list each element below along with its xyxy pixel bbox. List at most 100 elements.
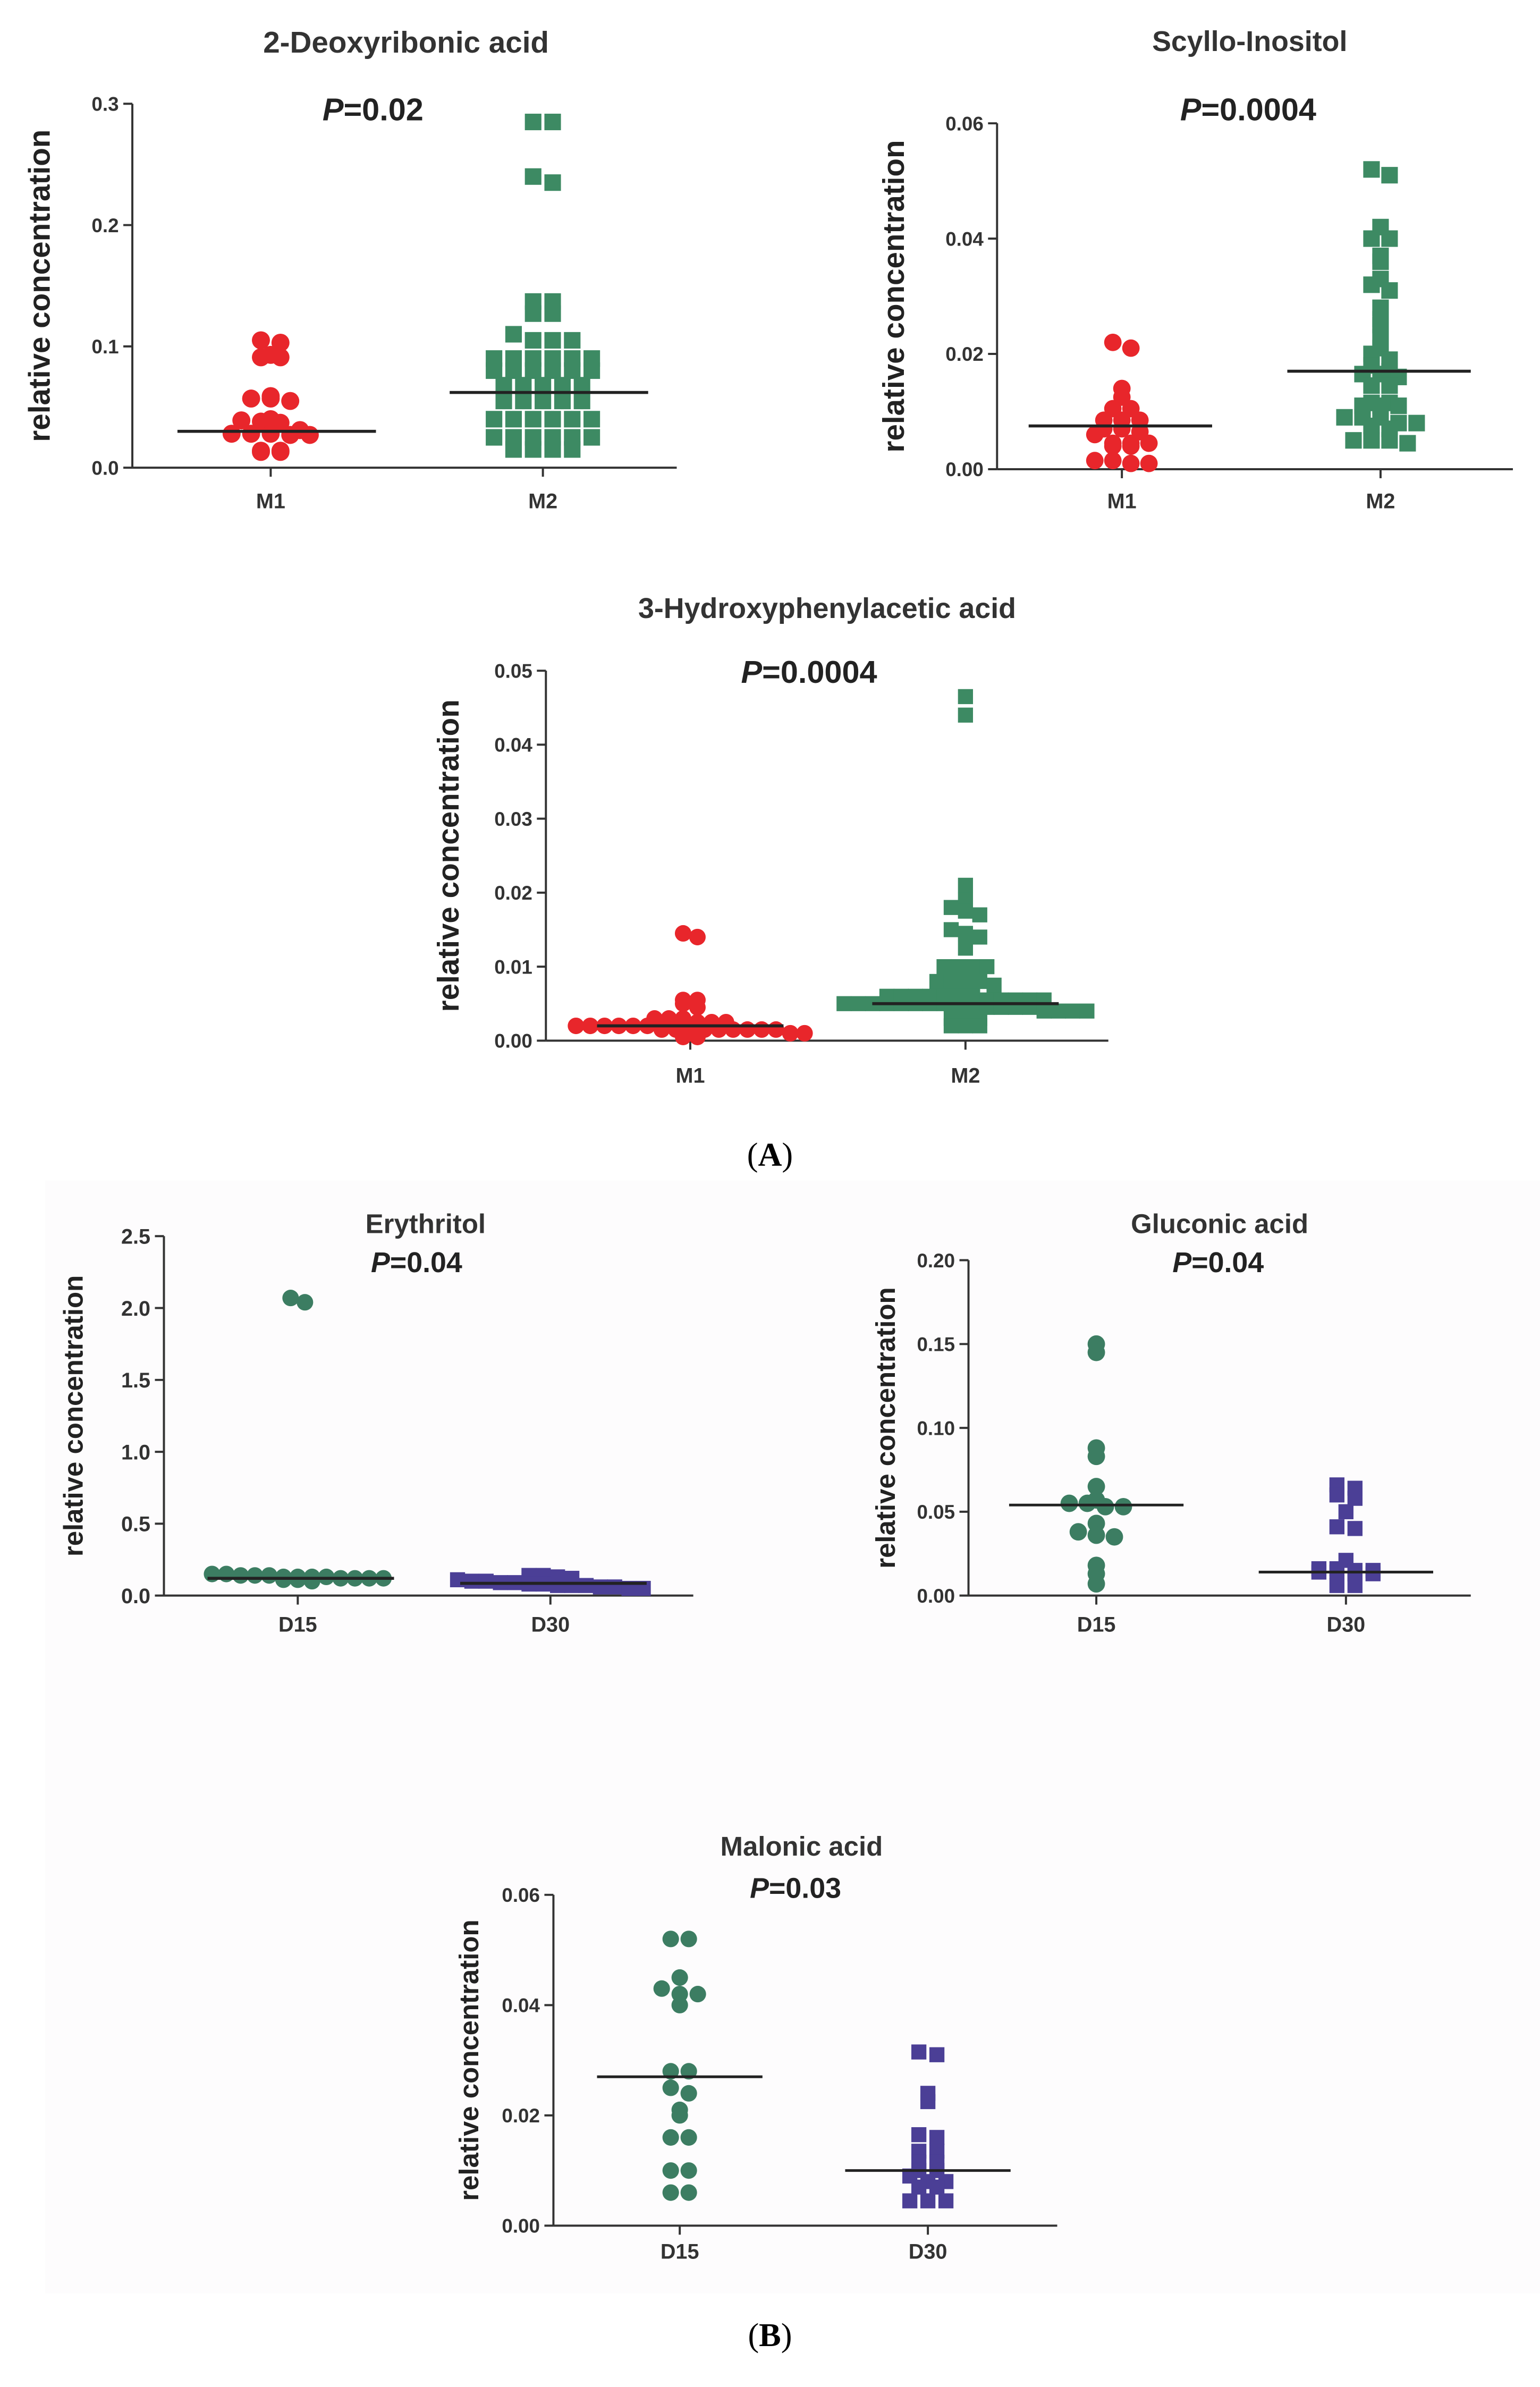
- data-point-m2: [524, 113, 541, 131]
- x-tick-label: D15: [661, 2240, 699, 2264]
- data-point-m2: [958, 941, 974, 956]
- data-point-m1: [281, 392, 300, 410]
- data-point-m2: [1336, 409, 1353, 426]
- data-point-m1: [1122, 339, 1140, 357]
- x-tick-label: M2: [1366, 490, 1395, 513]
- data-point-m2: [544, 305, 561, 322]
- chart-title: 3-Hydroxyphenylacetic acid: [638, 592, 1016, 624]
- x-tick-label: M1: [675, 1064, 705, 1088]
- y-tick-label: 0.02: [494, 882, 532, 904]
- p-value-label: P=0.02: [323, 91, 424, 127]
- data-point-m2: [958, 689, 974, 705]
- data-point-d15: [662, 2184, 679, 2201]
- x-tick-label: D30: [909, 2240, 947, 2264]
- p-value: =0.02: [343, 91, 423, 127]
- chart-erythritol: Erythritol P=0.04 relative concentration 0.…: [58, 1209, 693, 1637]
- p-value: =0.0004: [1201, 91, 1316, 127]
- p-value-label: P=0.04: [1172, 1247, 1264, 1279]
- y-tick-label: 1.0: [121, 1441, 150, 1464]
- y-tick-label: 0.5: [121, 1513, 150, 1536]
- data-point-m1: [281, 426, 300, 444]
- data-point-d30: [464, 1573, 480, 1589]
- data-point-d30: [929, 2130, 945, 2145]
- data-point-m2: [972, 1018, 987, 1034]
- data-point-m2: [836, 996, 852, 1011]
- data-point-m2: [554, 393, 571, 410]
- data-point-m1: [252, 412, 270, 431]
- data-point-d15: [232, 1567, 249, 1584]
- data-point-d30: [920, 2193, 936, 2208]
- p-symbol: P: [741, 654, 762, 690]
- data-point-m1: [1086, 426, 1104, 444]
- data-point-m2: [972, 974, 987, 989]
- data-point-m2: [1363, 377, 1380, 394]
- data-point-d30: [911, 2127, 927, 2143]
- data-point-m2: [1363, 230, 1380, 247]
- data-point-d30: [564, 1578, 580, 1593]
- data-point-d15: [662, 2162, 679, 2179]
- data-point-d15: [1114, 1497, 1132, 1516]
- x-tick-label: D30: [1327, 1613, 1366, 1637]
- data-point-d15: [1060, 1494, 1078, 1512]
- data-point-m2: [1022, 1000, 1037, 1015]
- data-point-m2: [936, 959, 952, 975]
- data-point-m1: [261, 390, 280, 408]
- data-point-d15: [680, 2063, 697, 2080]
- y-axis-label: relative concentration: [431, 699, 465, 1012]
- data-point-m2: [1363, 432, 1380, 449]
- data-point-d30: [911, 2179, 927, 2195]
- data-point-m2: [524, 332, 541, 349]
- data-point-m2: [1363, 418, 1380, 435]
- data-point-m1: [689, 999, 706, 1016]
- y-tick-label: 0.03: [494, 808, 532, 830]
- p-symbol: P: [371, 1247, 390, 1279]
- data-point-m2: [544, 332, 561, 349]
- data-point-d30: [911, 2044, 927, 2060]
- data-point-m1: [689, 1028, 706, 1045]
- y-tick-label: 0.04: [502, 1995, 540, 2017]
- chart-3-hydroxyphenylacetic-acid: 3-Hydroxyphenylacetic acid P=0.0004 relati…: [431, 592, 1109, 1088]
- data-point-m2: [943, 1018, 959, 1034]
- data-point-m2: [554, 377, 571, 394]
- data-point-m2: [573, 393, 590, 410]
- p-value: =0.0004: [762, 654, 877, 690]
- data-point-d15: [1096, 1497, 1114, 1516]
- y-tick-label: 0.0: [121, 1585, 150, 1608]
- y-tick-label: 0.2: [91, 215, 119, 236]
- data-point-d30: [607, 1579, 622, 1595]
- data-point-d15: [680, 2085, 697, 2102]
- y-tick-label: 0.00: [502, 2215, 540, 2237]
- y-axis-label: relative concentration: [58, 1275, 89, 1556]
- data-point-m1: [1104, 452, 1122, 470]
- data-point-m1: [252, 348, 270, 367]
- data-point-d15: [1078, 1494, 1096, 1512]
- data-point-d30: [1329, 1519, 1345, 1535]
- data-point-m2: [515, 377, 532, 394]
- y-tick-label: 0.15: [917, 1334, 955, 1356]
- data-point-m2: [524, 411, 541, 428]
- data-point-m1: [271, 334, 290, 352]
- p-value: =0.04: [1191, 1247, 1264, 1279]
- data-point-d15: [1087, 1526, 1105, 1544]
- panel-label-b: (B): [748, 2316, 792, 2354]
- data-point-d15: [1087, 1575, 1105, 1593]
- data-point-d30: [1329, 1487, 1345, 1503]
- data-point-d15: [662, 2129, 679, 2146]
- data-point-m2: [1399, 435, 1416, 452]
- x-tick-label: D15: [1077, 1613, 1116, 1637]
- chart-gluconic-acid: Gluconic acid P=0.04 relative concentratio…: [870, 1209, 1471, 1637]
- data-point-d15: [1087, 1343, 1105, 1361]
- data-point-m2: [524, 441, 541, 458]
- y-axis-label: relative concentration: [870, 1287, 901, 1568]
- data-point-m1: [753, 1021, 770, 1038]
- x-tick-label: D30: [531, 1613, 570, 1637]
- data-point-m2: [929, 974, 945, 989]
- data-point-d15: [247, 1567, 264, 1584]
- x-tick-label: M1: [1107, 490, 1137, 513]
- chart-title: Erythritol: [366, 1209, 486, 1239]
- data-point-m2: [524, 168, 541, 185]
- data-point-m1: [568, 1017, 585, 1035]
- data-point-d30: [450, 1572, 466, 1588]
- y-tick-label: 0.01: [494, 956, 532, 978]
- data-point-m2: [515, 393, 532, 410]
